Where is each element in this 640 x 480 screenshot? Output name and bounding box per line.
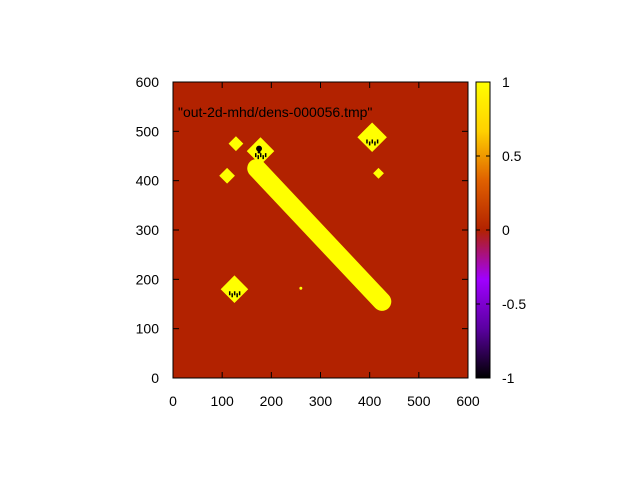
density-dot <box>257 150 261 154</box>
colorbar-tick-label: 0.5 <box>502 148 522 164</box>
x-tick-label: 500 <box>407 393 431 409</box>
density-band <box>247 158 392 311</box>
density-blob <box>357 122 387 153</box>
density-speck <box>262 155 264 160</box>
density-speck <box>231 293 233 298</box>
colorbar-tick-label: -1 <box>502 370 515 386</box>
x-tick-label: 100 <box>210 393 234 409</box>
density-speck <box>366 139 368 144</box>
density-speck <box>238 291 241 296</box>
colorbar-ticks: -1 -0.5 0 0.5 1 <box>476 74 526 386</box>
density-speck <box>233 291 236 296</box>
density-speck <box>228 291 231 296</box>
density-speck <box>368 141 371 146</box>
y-tick-label: 200 <box>136 271 160 287</box>
density-blob <box>373 167 384 179</box>
density-dot <box>256 145 262 152</box>
density-speck <box>264 153 267 158</box>
x-tick-label: 0 <box>169 393 177 409</box>
y-tick-label: 400 <box>136 173 160 189</box>
colorbar-tick-label: -0.5 <box>502 296 526 312</box>
y-tick-label: 0 <box>151 370 159 386</box>
y-tick-label: 500 <box>136 123 160 139</box>
density-speck <box>257 155 259 160</box>
x-tick-label: 300 <box>309 393 333 409</box>
density-blob <box>219 167 235 184</box>
x-tick-label: 600 <box>456 393 480 409</box>
density-features <box>219 122 392 311</box>
x-axis-ticks: 0 100 200 300 400 500 600 <box>169 82 480 409</box>
density-dot <box>299 286 303 290</box>
colorbar-tick-label: 0 <box>502 222 510 238</box>
density-blob <box>220 275 249 304</box>
density-speck <box>259 153 262 158</box>
x-tick-label: 400 <box>358 393 382 409</box>
plot-key-label: "out-2d-mhd/dens-000056.tmp" <box>178 104 372 120</box>
y-tick-label: 300 <box>136 222 160 238</box>
density-blob <box>228 136 244 152</box>
y-tick-label: 100 <box>136 321 160 337</box>
density-speck <box>236 293 238 298</box>
y-axis-ticks: 0 100 200 300 400 500 600 <box>136 74 468 386</box>
density-speck <box>371 139 374 144</box>
density-speck <box>376 139 379 144</box>
y-tick-label: 600 <box>136 74 160 90</box>
density-speck <box>255 153 257 158</box>
density-speck <box>374 141 376 146</box>
colorbar-tick-label: 1 <box>502 74 510 90</box>
x-tick-label: 200 <box>260 393 284 409</box>
